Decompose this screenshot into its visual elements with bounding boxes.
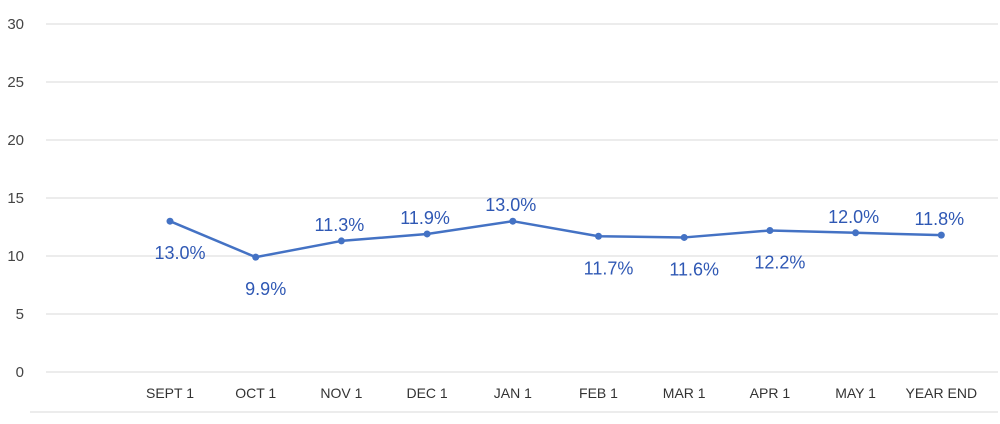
data-point bbox=[509, 217, 517, 225]
data-point bbox=[937, 231, 945, 239]
y-tick-label: 30 bbox=[7, 16, 24, 33]
data-label: 11.8% bbox=[914, 209, 964, 229]
y-tick-label: 5 bbox=[16, 306, 24, 323]
y-tick-label: 25 bbox=[7, 74, 24, 91]
data-point bbox=[766, 226, 774, 234]
y-tick-label: 10 bbox=[7, 248, 24, 265]
series-line bbox=[168, 219, 943, 259]
data-point bbox=[680, 233, 688, 241]
gridlines bbox=[46, 23, 998, 373]
y-tick-label: 20 bbox=[7, 132, 24, 149]
data-point bbox=[252, 253, 260, 261]
y-axis: 0 5 10 15 20 25 30 bbox=[7, 16, 24, 381]
data-label: 11.9% bbox=[400, 208, 450, 228]
x-tick-label: NOV 1 bbox=[320, 385, 362, 401]
y-tick-label: 15 bbox=[7, 190, 24, 207]
data-point bbox=[595, 232, 602, 240]
x-tick-label: FEB 1 bbox=[579, 385, 618, 401]
x-tick-label: YEAR END bbox=[906, 385, 978, 401]
data-label: 12.0% bbox=[828, 207, 879, 227]
x-tick-label: OCT 1 bbox=[235, 385, 276, 401]
x-tick-label: MAR 1 bbox=[663, 385, 706, 401]
data-label: 11.6% bbox=[669, 259, 719, 279]
data-point bbox=[852, 229, 860, 237]
x-tick-label: MAY 1 bbox=[835, 385, 876, 401]
x-axis: SEPT 1 OCT 1 NOV 1 DEC 1 JAN 1 FEB 1 MAR 1 APR … bbox=[30, 385, 998, 413]
data-point bbox=[337, 237, 345, 245]
data-label: 11.3% bbox=[315, 215, 365, 235]
data-label: 13.0% bbox=[485, 195, 536, 215]
y-tick-label: 0 bbox=[16, 364, 24, 381]
data-point bbox=[423, 230, 431, 238]
x-tick-label: APR 1 bbox=[750, 385, 791, 401]
data-label: 9.9% bbox=[245, 279, 286, 299]
series-group bbox=[166, 217, 945, 261]
x-tick-label: JAN 1 bbox=[494, 385, 532, 401]
x-tick-label: DEC 1 bbox=[406, 385, 447, 401]
x-tick-label: SEPT 1 bbox=[146, 385, 194, 401]
data-label: 13.0% bbox=[154, 243, 205, 263]
data-label: 12.2% bbox=[754, 252, 805, 272]
data-point bbox=[166, 217, 174, 225]
data-labels: 13.0% 9.9% 11.3% 11.9% 13.0% 11.7% 11.6% 12.2% 1… bbox=[154, 195, 964, 299]
data-label: 11.7% bbox=[584, 258, 634, 278]
